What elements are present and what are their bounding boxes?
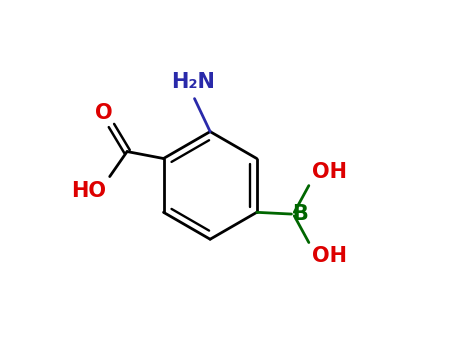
Text: OH: OH <box>312 246 347 266</box>
Text: B: B <box>293 204 308 224</box>
Text: O: O <box>95 103 113 123</box>
Text: HO: HO <box>71 181 106 201</box>
Text: OH: OH <box>312 162 347 182</box>
Text: H₂N: H₂N <box>171 72 215 92</box>
